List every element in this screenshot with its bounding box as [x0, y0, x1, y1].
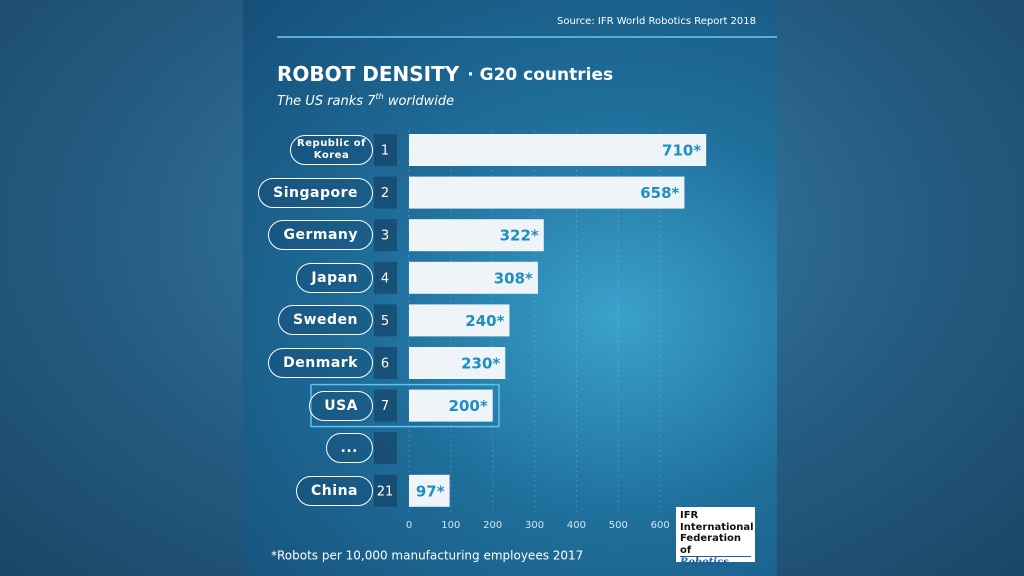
country-label: USA	[309, 390, 373, 421]
country-label: Japan	[296, 262, 373, 293]
x-tick-label: 300	[525, 520, 544, 531]
bar	[409, 134, 707, 166]
subtitle-text: worldwide	[384, 94, 454, 109]
x-tick-label: 100	[441, 520, 460, 531]
x-tick-label: 0	[406, 520, 412, 531]
rank: 6	[381, 357, 389, 372]
bar	[409, 176, 685, 209]
rank-box	[374, 261, 397, 294]
country-label: Singapore	[258, 177, 373, 208]
rank-box	[374, 432, 397, 465]
value-label: 658*	[640, 184, 679, 202]
subtitle-text: The US ranks 7	[277, 94, 376, 109]
rank-box	[374, 219, 397, 252]
logo-text: Federation of	[680, 533, 742, 556]
rank: 2	[381, 186, 389, 201]
value-label: 308*	[494, 269, 533, 287]
rank: 4	[381, 271, 389, 286]
rank: 3	[381, 229, 389, 244]
bar	[409, 219, 544, 252]
rank-box	[374, 347, 397, 379]
rank-box	[374, 134, 397, 166]
bar	[409, 474, 450, 507]
bar	[409, 261, 538, 294]
subtitle: The US ranks 7th worldwide	[277, 92, 454, 109]
country-label: Denmark	[268, 348, 373, 378]
logo: IFR International Federation of Robotics	[676, 507, 755, 568]
value-label: 230*	[461, 355, 500, 373]
x-tick-label: 200	[483, 520, 502, 531]
bar	[409, 347, 506, 379]
value-label: 97*	[416, 482, 445, 500]
x-tick-label: 400	[567, 520, 586, 531]
rank: 5	[381, 314, 389, 329]
rank: 1	[381, 144, 389, 159]
country-label: Republic of Korea	[290, 135, 373, 165]
rank-box	[374, 176, 397, 209]
x-tick-label: 600	[651, 520, 670, 531]
value-label: 240*	[465, 312, 504, 330]
rank-box	[374, 474, 397, 507]
value-label: 710*	[662, 142, 701, 160]
logo-text: Robotics	[680, 556, 751, 569]
title-suffix: · G20 countries	[467, 65, 613, 85]
value-label: 200*	[449, 397, 488, 415]
country-label: Sweden	[278, 305, 373, 336]
title: ROBOT DENSITY	[277, 62, 460, 86]
chart-title: ROBOT DENSITY · G20 countries	[277, 62, 613, 86]
rank-box	[374, 304, 397, 337]
rank: 21	[377, 484, 394, 499]
country-label: Germany	[268, 220, 373, 251]
country-label: China	[296, 475, 373, 506]
logo-text: International	[680, 521, 754, 533]
value-label: 322*	[500, 227, 539, 245]
rank-box	[374, 389, 397, 422]
rank: 7	[381, 399, 389, 414]
bar	[409, 389, 493, 422]
country-label: ...	[325, 433, 373, 464]
logo-text: IFR	[680, 510, 699, 521]
source: Source: IFR World Robotics Report 2018	[557, 16, 756, 27]
x-tick-label: 500	[609, 520, 628, 531]
footnote: *Robots per 10,000 manufacturing employe…	[271, 549, 583, 563]
bar	[409, 304, 510, 337]
subtitle-sup: th	[375, 92, 383, 101]
